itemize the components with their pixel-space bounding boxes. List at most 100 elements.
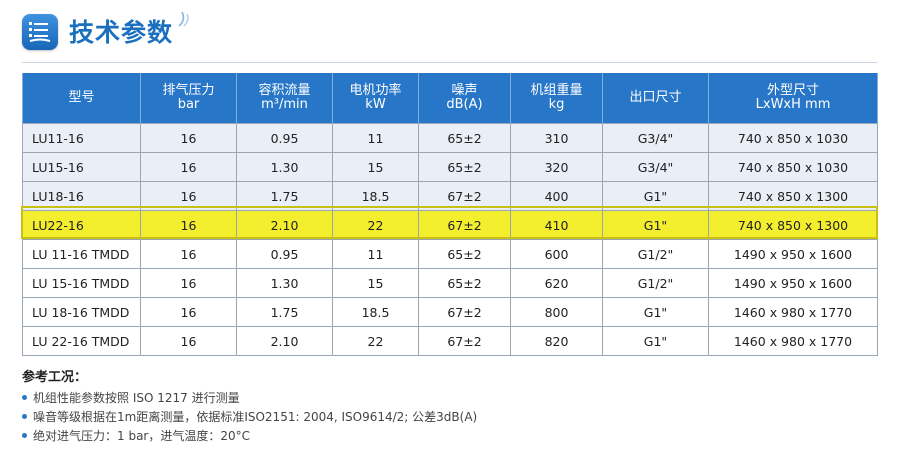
model-cell: LU 18-16 TMDD — [22, 297, 141, 327]
column-header-label: 型号 — [68, 90, 95, 105]
column-header-unit: bar — [177, 97, 200, 112]
table-cell: G1/2" — [602, 239, 709, 269]
column-header-label: 噪声 — [451, 83, 478, 98]
table-cell: 1490 x 950 x 1600 — [708, 268, 878, 298]
column-header: 机组重量 kg — [510, 73, 603, 124]
table-cell: 1.75 — [236, 297, 333, 327]
bullet-icon — [22, 414, 27, 419]
table-row: LU 22-16 TMDD 16 2.10 22 67±2 820 G1" 1460 x 98… — [22, 326, 878, 356]
table-cell: 67±2 — [418, 297, 511, 327]
table-cell: 310 — [510, 123, 603, 153]
table-cell: 18.5 — [332, 297, 419, 327]
model-cell: LU22-16 — [22, 210, 141, 240]
column-header-unit: LxWxH mm — [755, 97, 831, 112]
table-cell: 22 — [332, 326, 419, 356]
column-header-label: 容积流量 — [258, 83, 311, 98]
table-cell: 2.10 — [236, 326, 333, 356]
table-cell: 67±2 — [418, 181, 511, 211]
table-cell: 65±2 — [418, 123, 511, 153]
table-row: LU 15-16 TMDD 16 1.30 15 65±2 620 G1/2" 1490 x … — [22, 268, 878, 298]
column-header: 外型尺寸 LxWxH mm — [708, 73, 878, 124]
section-header: 技术参数 — [22, 10, 322, 56]
document-list-icon — [22, 14, 58, 50]
column-header-label: 外型尺寸 — [766, 83, 819, 98]
table-cell: 18.5 — [332, 181, 419, 211]
table-cell: 16 — [140, 297, 237, 327]
table-cell: 65±2 — [418, 268, 511, 298]
table-cell: G1" — [602, 210, 709, 240]
table-cell: 65±2 — [418, 239, 511, 269]
table-cell: 16 — [140, 210, 237, 240]
table-cell: G1/2" — [602, 268, 709, 298]
table-cell: 620 — [510, 268, 603, 298]
header-divider — [22, 62, 877, 63]
note-item: 绝对进气压力：1 bar，进气温度：20°C — [22, 427, 477, 446]
table-cell: 16 — [140, 239, 237, 269]
column-header-label: 电机功率 — [349, 83, 402, 98]
table-header-row: 型号 排气压力 bar 容积流量 m³/min 电机功率 kW 噪声 dB(A) 机组重量 kg 出口… — [22, 73, 878, 124]
table-cell: 2.10 — [236, 210, 333, 240]
table-cell: 11 — [332, 123, 419, 153]
column-header: 噪声 dB(A) — [418, 73, 511, 124]
column-header-label: 机组重量 — [530, 83, 583, 98]
model-cell: LU11-16 — [22, 123, 141, 153]
table-cell: 16 — [140, 152, 237, 182]
bullet-icon — [22, 395, 27, 400]
decorative-wave-icon — [178, 11, 189, 27]
model-cell: LU15-16 — [22, 152, 141, 182]
table-cell: 16 — [140, 181, 237, 211]
table-cell: G1" — [602, 297, 709, 327]
table-cell: 65±2 — [418, 152, 511, 182]
column-header-unit: dB(A) — [446, 97, 483, 112]
table-row: LU 18-16 TMDD 16 1.75 18.5 67±2 800 G1" 1460 x … — [22, 297, 878, 327]
table-cell: 1460 x 980 x 1770 — [708, 297, 878, 327]
column-header: 容积流量 m³/min — [236, 73, 333, 124]
table-cell: 740 x 850 x 1300 — [708, 210, 878, 240]
table-cell: 15 — [332, 268, 419, 298]
table-cell: 820 — [510, 326, 603, 356]
table-cell: G1" — [602, 326, 709, 356]
table-cell: 22 — [332, 210, 419, 240]
column-header: 电机功率 kW — [332, 73, 419, 124]
column-header: 排气压力 bar — [140, 73, 237, 124]
model-cell: LU 22-16 TMDD — [22, 326, 141, 356]
table-row: LU15-16 16 1.30 15 65±2 320 G3/4" 740 x 850 x 1… — [22, 152, 878, 182]
table-row: LU18-16 16 1.75 18.5 67±2 400 G1" 740 x 850 x 1… — [22, 181, 878, 211]
table-cell: 1.30 — [236, 268, 333, 298]
table-row: LU 11-16 TMDD 16 0.95 11 65±2 600 G1/2" 1490 x … — [22, 239, 878, 269]
column-header-label: 排气压力 — [162, 83, 215, 98]
table-cell: 67±2 — [418, 210, 511, 240]
table-cell: G3/4" — [602, 123, 709, 153]
column-header-unit: kW — [365, 97, 386, 112]
table-cell: 16 — [140, 268, 237, 298]
table-row-highlighted: LU22-16 16 2.10 22 67±2 410 G1" 740 x 850 x 130… — [22, 210, 878, 240]
table-cell: 1460 x 980 x 1770 — [708, 326, 878, 356]
table-cell: 67±2 — [418, 326, 511, 356]
table-cell: G1" — [602, 181, 709, 211]
table-cell: G3/4" — [602, 152, 709, 182]
model-cell: LU 11-16 TMDD — [22, 239, 141, 269]
notes-section: 参考工况： 机组性能参数按照 ISO 1217 进行测量噪音等级根据在1m距离测… — [22, 366, 477, 446]
model-cell: LU 15-16 TMDD — [22, 268, 141, 298]
column-header: 型号 — [22, 73, 141, 124]
table-cell: 400 — [510, 181, 603, 211]
notes-title: 参考工况： — [22, 370, 88, 385]
table-cell: 15 — [332, 152, 419, 182]
table-cell: 1.30 — [236, 152, 333, 182]
note-text: 绝对进气压力：1 bar，进气温度：20°C — [33, 429, 251, 443]
table-row: LU11-16 16 0.95 11 65±2 310 G3/4" 740 x 850 x 1… — [22, 123, 878, 153]
table-cell: 410 — [510, 210, 603, 240]
table-cell: 16 — [140, 123, 237, 153]
spec-table: 型号 排气压力 bar 容积流量 m³/min 电机功率 kW 噪声 dB(A) 机组重量 kg 出口… — [22, 73, 878, 356]
notes-list: 机组性能参数按照 ISO 1217 进行测量噪音等级根据在1m距离测量，依据标准… — [22, 389, 477, 446]
column-header-unit: kg — [548, 97, 565, 112]
table-cell: 800 — [510, 297, 603, 327]
table-cell: 0.95 — [236, 123, 333, 153]
note-item: 机组性能参数按照 ISO 1217 进行测量 — [22, 389, 477, 408]
table-cell: 740 x 850 x 1030 — [708, 152, 878, 182]
note-text: 机组性能参数按照 ISO 1217 进行测量 — [33, 391, 240, 405]
note-text: 噪音等级根据在1m距离测量，依据标准ISO2151: 2004, ISO9614… — [33, 410, 478, 424]
table-cell: 0.95 — [236, 239, 333, 269]
table-cell: 1.75 — [236, 181, 333, 211]
table-cell: 11 — [332, 239, 419, 269]
